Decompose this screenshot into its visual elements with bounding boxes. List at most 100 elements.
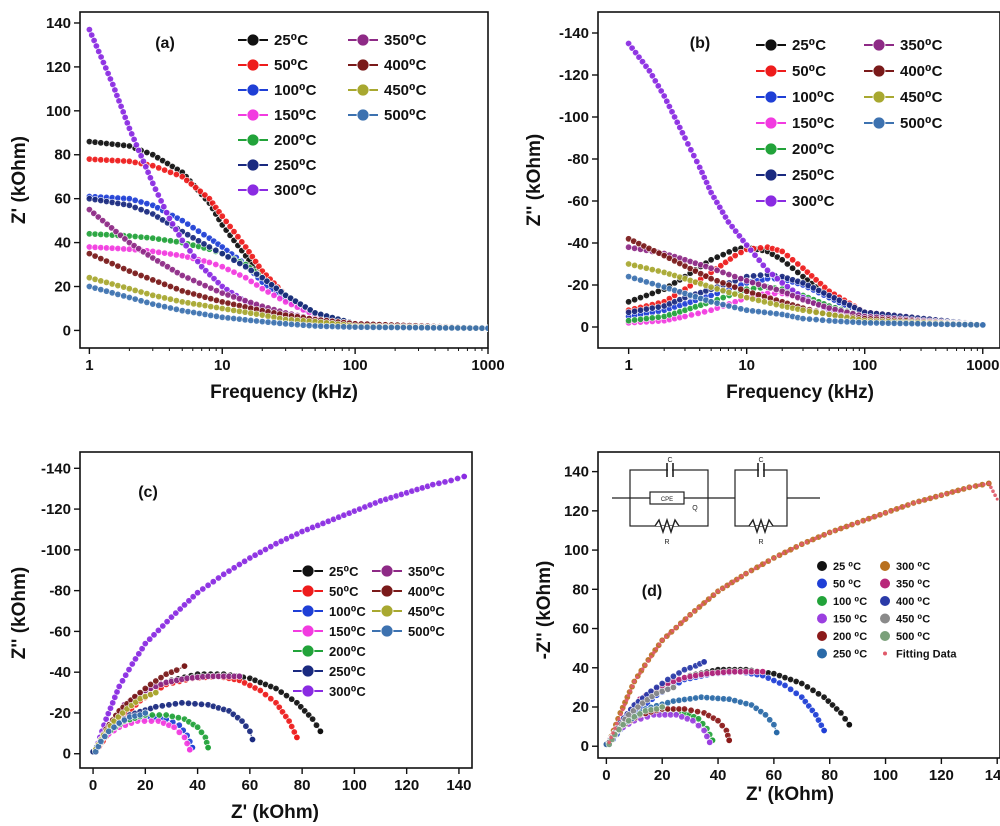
data-point	[776, 553, 781, 558]
data-point	[114, 245, 122, 253]
legend-item: 100⁰C	[238, 82, 317, 99]
data-point	[198, 700, 206, 708]
data-point	[631, 307, 639, 315]
legend-label: 250⁰C	[329, 664, 366, 679]
data-point	[125, 157, 133, 165]
data-point	[636, 710, 644, 718]
y-tick-label: 80	[572, 581, 589, 598]
data-point	[276, 319, 284, 327]
x-tick-label: 100	[342, 777, 367, 794]
data-point	[174, 714, 182, 722]
data-point	[105, 727, 113, 735]
data-point	[744, 571, 748, 576]
data-point	[235, 307, 243, 315]
capacitor-label: C	[758, 457, 763, 464]
data-point	[930, 496, 934, 500]
data-point	[141, 640, 149, 648]
data-point	[701, 308, 709, 316]
data-point	[115, 719, 123, 727]
data-point	[759, 668, 767, 676]
data-point	[247, 266, 255, 274]
data-point	[155, 301, 163, 309]
data-point	[749, 289, 757, 297]
legend-item: Fitting Data	[883, 649, 957, 661]
y-tick-label: 60	[54, 191, 71, 208]
legend-item: 25 ⁰C	[817, 561, 861, 573]
data-point	[159, 622, 167, 630]
data-point	[201, 293, 209, 301]
y-axis-title: Z'' (kOhm)	[9, 567, 30, 659]
x-tick-label: 140	[985, 767, 1000, 784]
data-point	[114, 199, 122, 207]
data-point	[643, 663, 648, 667]
data-point	[707, 256, 715, 264]
data-point	[131, 286, 139, 294]
data-point	[737, 275, 745, 283]
data-point	[818, 534, 823, 539]
y-tick-label: 0	[63, 322, 71, 339]
data-point	[264, 312, 272, 320]
x-tick-label: 10	[738, 357, 755, 374]
data-point	[758, 564, 762, 568]
data-point	[681, 312, 689, 320]
data-point	[737, 285, 745, 293]
legend-item: 50⁰C	[756, 63, 826, 80]
data-point	[684, 616, 689, 620]
legend-marker	[880, 596, 890, 606]
data-point	[305, 322, 313, 330]
legend-item: 300⁰C	[756, 193, 835, 210]
data-point	[684, 140, 692, 148]
data-point	[218, 212, 226, 220]
data-point	[224, 253, 232, 261]
data-point	[182, 242, 190, 250]
data-point	[152, 677, 160, 685]
data-point	[97, 139, 105, 147]
legend-marker	[872, 116, 886, 130]
data-point	[253, 317, 261, 325]
y-tick-label: 0	[581, 319, 589, 336]
data-point	[783, 283, 791, 291]
data-point	[418, 324, 426, 332]
legend-item: 350⁰C	[372, 564, 445, 579]
data-point	[234, 233, 242, 241]
data-point	[176, 605, 184, 613]
data-point	[175, 231, 183, 239]
data-point	[694, 722, 702, 730]
data-point	[131, 196, 139, 204]
data-point	[103, 198, 111, 206]
data-point	[218, 250, 226, 258]
data-point	[689, 717, 697, 725]
x-tick-label: 100	[873, 767, 898, 784]
data-point	[141, 684, 149, 692]
data-point	[819, 309, 827, 317]
data-point	[168, 712, 176, 720]
data-point	[149, 291, 157, 299]
series-500-c	[605, 703, 666, 748]
data-point	[800, 542, 804, 546]
data-point	[249, 735, 257, 743]
data-point	[225, 567, 233, 575]
data-point	[772, 301, 780, 309]
legend-label: 500⁰C	[900, 115, 943, 132]
data-point	[186, 247, 194, 255]
data-point	[442, 324, 450, 332]
data-point	[85, 195, 93, 203]
series-line	[89, 195, 488, 329]
legend-marker	[301, 664, 315, 678]
data-point	[789, 256, 797, 264]
data-point	[703, 732, 711, 740]
data-point	[258, 318, 266, 326]
data-point	[814, 690, 822, 698]
data-point	[236, 259, 244, 267]
data-point	[861, 319, 869, 327]
data-point	[654, 303, 662, 311]
data-point	[253, 310, 261, 318]
legend-item: 50 ⁰C	[817, 578, 861, 591]
data-point	[635, 675, 639, 680]
y-tick-label: -100	[41, 542, 71, 559]
data-point	[631, 296, 639, 304]
data-point	[731, 303, 739, 311]
legend-item: 400⁰C	[348, 57, 427, 74]
data-point	[186, 746, 194, 754]
data-point	[805, 307, 813, 315]
